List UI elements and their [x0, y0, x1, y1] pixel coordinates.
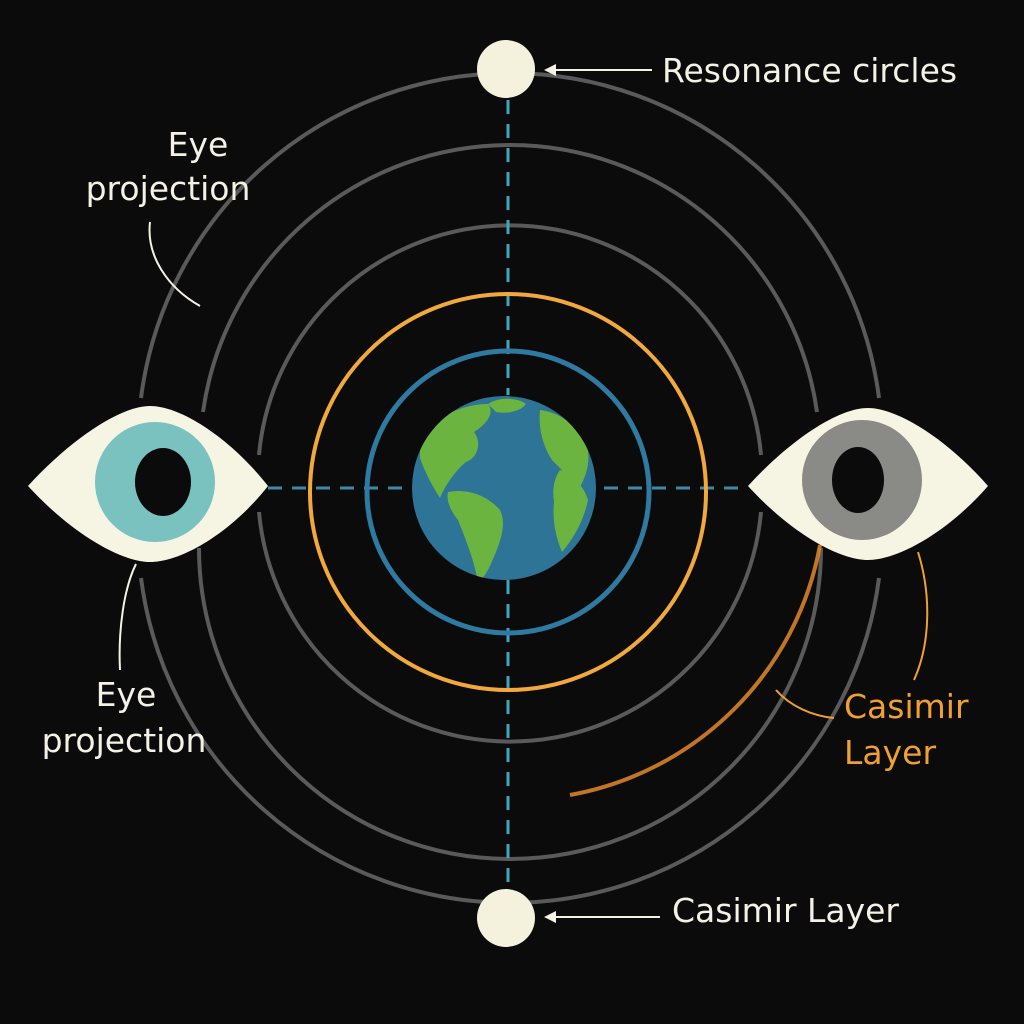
ring-3-bottom — [257, 511, 763, 744]
casimir-right-leader-upper — [913, 551, 929, 681]
casimir-right-leader-lower — [775, 689, 835, 719]
eye-top-leader — [148, 221, 201, 307]
ring-2-bottom — [197, 547, 823, 861]
bottom-node-icon — [477, 889, 535, 947]
top-callout-label: Resonance circles — [662, 51, 957, 90]
bottom-arrow-head — [544, 911, 556, 923]
eye-bottom-leader — [118, 563, 137, 671]
ring-3-top — [257, 223, 763, 456]
casimir-arc — [569, 544, 822, 797]
casimir-right-label-line2: Layer — [844, 733, 936, 772]
eye-bottom-label-line2: projection — [42, 721, 207, 760]
eye-top-label-line1: Eye — [168, 125, 229, 164]
eye-top-label-line2: projection — [86, 169, 251, 208]
top-node-icon — [477, 40, 535, 98]
ring-orange — [308, 292, 708, 692]
casimir-right-label-line1: Casimir — [844, 687, 969, 726]
eye-bottom-label-line1: Eye — [96, 675, 157, 714]
ring-2-top — [201, 143, 819, 413]
right-eye-icon — [748, 408, 988, 560]
left-eye-icon — [28, 406, 268, 562]
bottom-callout-label: Casimir Layer — [672, 891, 899, 930]
earth-globe-icon — [412, 396, 596, 580]
ring-blue — [364, 348, 652, 636]
callout-arrows — [544, 64, 660, 923]
top-arrow-head — [544, 64, 556, 76]
